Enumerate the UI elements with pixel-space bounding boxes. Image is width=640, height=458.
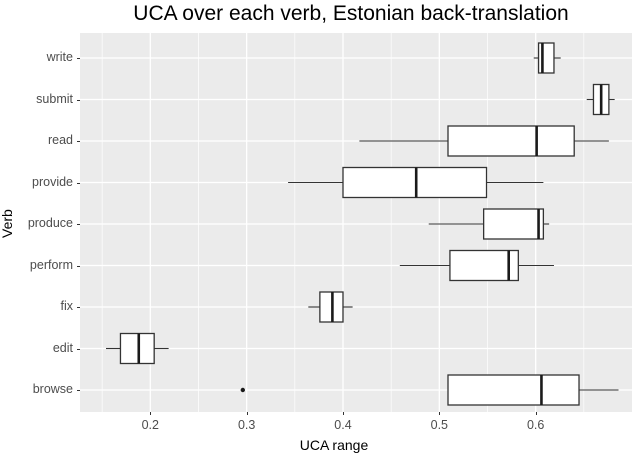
y-tick-label: read	[47, 133, 73, 147]
y-tick-label: perform	[29, 257, 73, 272]
y-tick-mark	[77, 182, 80, 184]
y-tick-mark	[77, 390, 80, 391]
x-tick-label: 0.5	[430, 418, 449, 432]
x-tick-label: 0.2	[141, 418, 159, 432]
y-tick-mark	[77, 141, 80, 142]
x-tick-mark	[246, 412, 248, 415]
x-tick-mark	[535, 412, 537, 415]
x-tick-mark	[150, 412, 152, 415]
y-tick-mark	[77, 224, 80, 225]
box-iqr	[342, 166, 488, 199]
y-tick-label: fix	[60, 299, 74, 313]
box-iqr	[482, 208, 545, 240]
x-tick-label: 0.3	[237, 418, 256, 432]
x-axis-title: UCA range	[299, 437, 369, 453]
box-iqr	[119, 332, 155, 365]
y-tick-mark	[77, 265, 80, 267]
y-tick-label: submit	[36, 91, 73, 106]
x-tick-mark	[439, 412, 441, 415]
y-tick-mark	[77, 307, 80, 308]
outlier-point	[240, 387, 246, 393]
x-tick-label: 0.4	[334, 418, 352, 432]
box-iqr	[447, 374, 580, 406]
y-tick-mark	[77, 58, 80, 59]
y-tick-label: write	[46, 50, 73, 64]
y-tick-label: browse	[32, 382, 73, 396]
x-tick-label: 0.6	[526, 418, 545, 432]
y-tick-mark	[77, 99, 80, 101]
box-iqr	[537, 42, 555, 74]
y-tick-label: edit	[52, 340, 73, 355]
y-tick-label: produce	[27, 216, 73, 230]
x-tick-mark	[342, 412, 344, 415]
box-iqr	[449, 249, 519, 282]
boxplot-canvas	[80, 33, 632, 412]
plot-panel	[80, 33, 632, 412]
y-tick-label: provide	[32, 174, 73, 189]
y-tick-mark	[77, 348, 80, 350]
chart-title: UCA over each verb, Estonian back-transl…	[133, 2, 569, 25]
box-iqr	[447, 125, 575, 157]
